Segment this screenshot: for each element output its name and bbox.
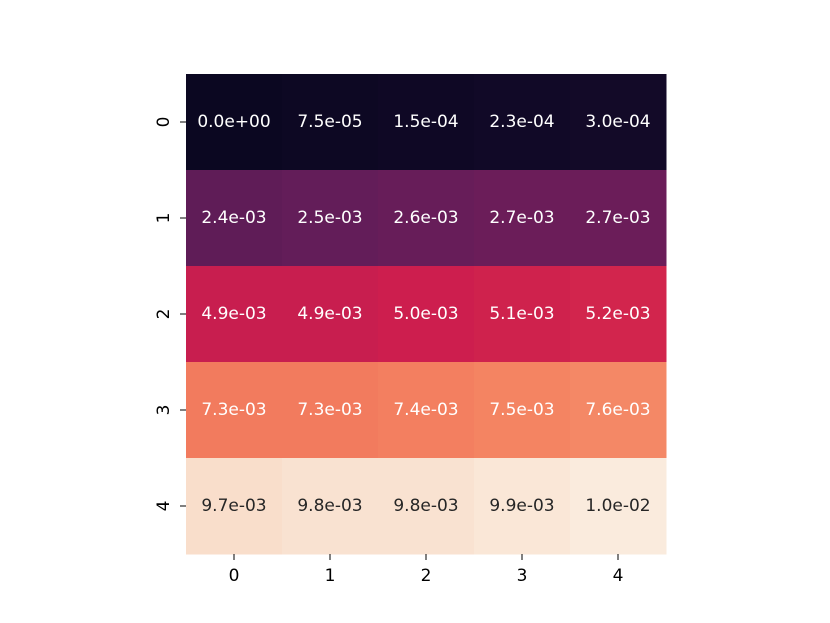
heatmap-cell-0-0 [186, 74, 283, 171]
cell-value-label-3-0: 7.3e-03 [201, 400, 266, 420]
heatmap-cell-3-3 [474, 362, 571, 459]
x-tick-label-0: 0 [229, 566, 240, 586]
heatmap-cells [186, 74, 667, 555]
cell-value-label-4-2: 9.8e-03 [393, 496, 458, 516]
heatmap-cell-4-0 [186, 458, 283, 555]
heatmap-cell-4-4 [570, 458, 667, 555]
heatmap-cell-1-4 [570, 170, 667, 267]
heatmap-cell-labels: 0.0e+00 7.5e-05 1.5e-04 2.3e-04 3.0e-04 2.4e-… [197, 112, 650, 516]
heatmap-cell-0-1 [282, 74, 379, 171]
cell-value-label-1-1: 2.5e-03 [297, 208, 362, 228]
heatmap-cell-0-4 [570, 74, 667, 171]
cell-value-label-0-0: 0.0e+00 [197, 112, 270, 132]
cell-value-label-1-2: 2.6e-03 [393, 208, 458, 228]
heatmap-cell-4-1 [282, 458, 379, 555]
heatmap-cell-2-3 [474, 266, 571, 363]
heatmap-cell-2-4 [570, 266, 667, 363]
heatmap-cell-0-2 [378, 74, 475, 171]
cell-value-label-0-3: 2.3e-04 [489, 112, 554, 132]
cell-value-label-3-1: 7.3e-03 [297, 400, 362, 420]
heatmap-cell-1-1 [282, 170, 379, 267]
cell-value-label-4-0: 9.7e-03 [201, 496, 266, 516]
cell-value-label-4-1: 9.8e-03 [297, 496, 362, 516]
heatmap-cell-2-2 [378, 266, 475, 363]
cell-value-label-3-3: 7.5e-03 [489, 400, 554, 420]
y-axis: 0 1 2 3 4 [154, 117, 186, 512]
y-tick-label-2: 2 [154, 309, 174, 320]
heatmap-cell-3-4 [570, 362, 667, 459]
cell-value-label-0-2: 1.5e-04 [393, 112, 458, 132]
y-tick-label-1: 1 [154, 213, 174, 224]
y-tick-label-4: 4 [154, 501, 174, 512]
cell-value-label-2-1: 4.9e-03 [297, 304, 362, 324]
heatmap-cell-4-3 [474, 458, 571, 555]
x-tick-label-1: 1 [325, 566, 336, 586]
heatmap-cell-4-2 [378, 458, 475, 555]
heatmap-cell-1-2 [378, 170, 475, 267]
cell-value-label-4-3: 9.9e-03 [489, 496, 554, 516]
cell-value-label-1-0: 2.4e-03 [201, 208, 266, 228]
heatmap-cell-0-3 [474, 74, 571, 171]
heatmap-cell-3-0 [186, 362, 283, 459]
cell-value-label-3-2: 7.4e-03 [393, 400, 458, 420]
x-tick-label-2: 2 [421, 566, 432, 586]
heatmap-cell-2-1 [282, 266, 379, 363]
cell-value-label-2-3: 5.1e-03 [489, 304, 554, 324]
heatmap-cell-3-2 [378, 362, 475, 459]
heatmap-cell-3-1 [282, 362, 379, 459]
y-tick-label-3: 3 [154, 405, 174, 416]
cell-value-label-0-1: 7.5e-05 [297, 112, 362, 132]
y-tick-label-0: 0 [154, 117, 174, 128]
cell-value-label-0-4: 3.0e-04 [585, 112, 650, 132]
cell-value-label-1-4: 2.7e-03 [585, 208, 650, 228]
cell-value-label-2-2: 5.0e-03 [393, 304, 458, 324]
cell-value-label-2-4: 5.2e-03 [585, 304, 650, 324]
cell-value-label-3-4: 7.6e-03 [585, 400, 650, 420]
x-axis: 0 1 2 3 4 [229, 554, 624, 586]
heatmap-cell-2-0 [186, 266, 283, 363]
cell-value-label-1-3: 2.7e-03 [489, 208, 554, 228]
cell-value-label-4-4: 1.0e-02 [585, 496, 650, 516]
x-tick-label-3: 3 [517, 566, 528, 586]
heatmap-cell-1-0 [186, 170, 283, 267]
heatmap-cell-1-3 [474, 170, 571, 267]
cell-value-label-2-0: 4.9e-03 [201, 304, 266, 324]
x-tick-label-4: 4 [613, 566, 624, 586]
